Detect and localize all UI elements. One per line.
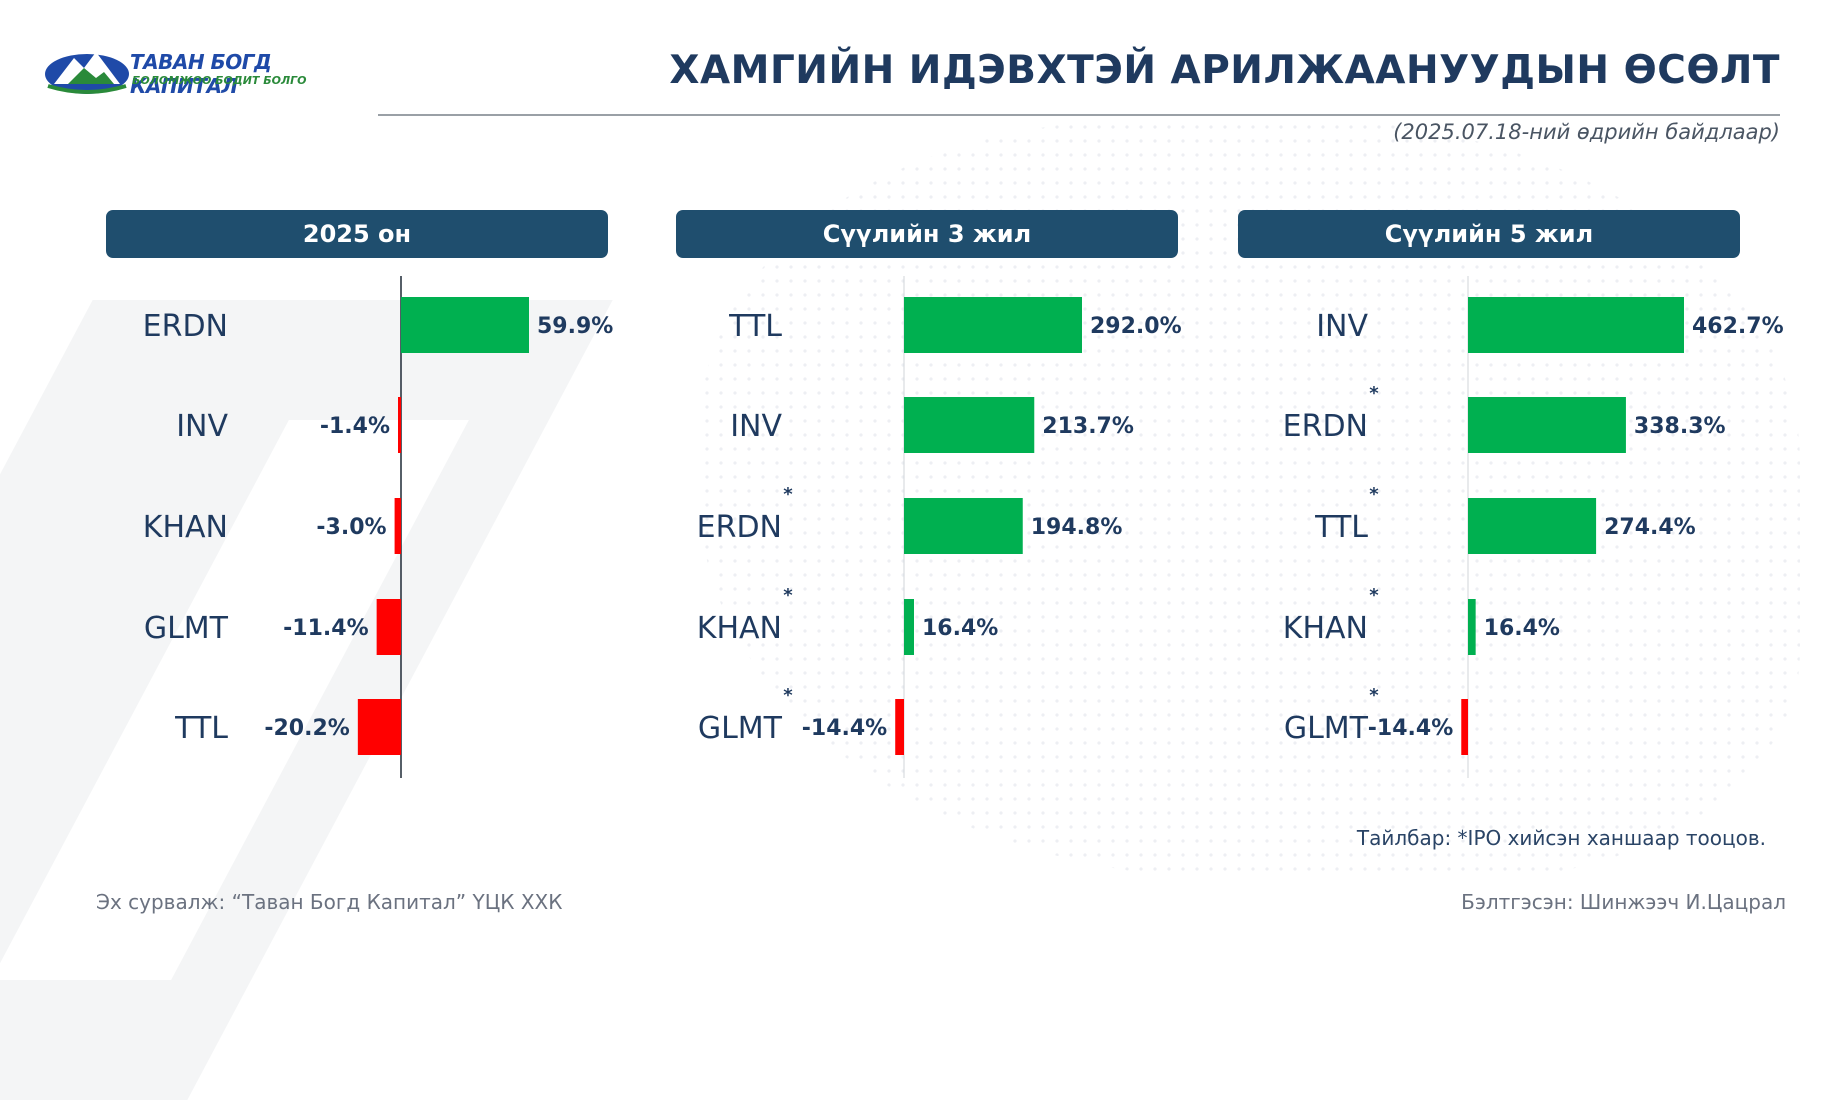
category-label: GLMT bbox=[698, 711, 783, 746]
category-label: ERDN bbox=[697, 510, 782, 545]
prepared-by-note: Бэлтгэсэн: Шинжээч И.Цацрал bbox=[1461, 890, 1786, 914]
page-title: ХАМГИЙН ИДЭВХТЭЙ АРИЛЖААНУУДЫН ӨСӨЛТ bbox=[669, 48, 1780, 93]
value-label: -14.4% bbox=[802, 716, 887, 741]
category-label: INV bbox=[176, 409, 228, 444]
category-label: ERDN bbox=[143, 309, 228, 344]
chart-panel-2: INV 462.7%ERDN*338.3%TTL*274.4%KHAN*16.4%… bbox=[1283, 276, 1784, 778]
value-label: 274.4% bbox=[1604, 515, 1696, 540]
value-label: 462.7% bbox=[1692, 314, 1784, 339]
chart-panel-0: ERDN 59.9% INV -1.4% KHAN -3.0% GLMT -11.4% TTL -… bbox=[143, 276, 613, 778]
value-label: -3.0% bbox=[316, 515, 386, 540]
charts-canvas: ERDN 59.9% INV -1.4% KHAN -3.0% GLMT -11.4% TTL -… bbox=[143, 276, 1784, 778]
bar-glmt bbox=[376, 599, 401, 655]
bar-inv bbox=[398, 397, 401, 453]
bar-erdn bbox=[904, 498, 1023, 554]
value-label: -11.4% bbox=[283, 616, 368, 641]
bar-khan bbox=[394, 498, 401, 554]
logo-name: ТАВАН БОГД КАПИТАЛ bbox=[130, 50, 272, 98]
category-label: TTL bbox=[728, 309, 782, 344]
source-note: Эх сурвалж: “Таван Богд Капитал” ҮЦК ХХК bbox=[96, 890, 563, 914]
bar-khan bbox=[904, 599, 914, 655]
category-label: INV bbox=[730, 409, 782, 444]
category-label: GLMT bbox=[144, 611, 229, 646]
category-label: ERDN bbox=[1283, 409, 1368, 444]
ipo-asterisk: * bbox=[783, 685, 793, 706]
value-label: 292.0% bbox=[1090, 314, 1182, 339]
date-note: (2025.07.18-ний өдрийн байдлаар) bbox=[1393, 120, 1780, 144]
ipo-asterisk: * bbox=[783, 585, 793, 606]
bar-ttl bbox=[1468, 498, 1597, 554]
bar-erdn bbox=[401, 297, 529, 353]
ipo-asterisk: * bbox=[1369, 484, 1379, 505]
category-label: TTL bbox=[174, 711, 228, 746]
value-label: 338.3% bbox=[1634, 414, 1726, 439]
category-label: KHAN bbox=[1283, 611, 1368, 646]
category-label: GLMT bbox=[1284, 711, 1369, 746]
company-logo: ТАВАН БОГД КАПИТАЛ БОЛОМЖОО БОДИТ БОЛГО bbox=[44, 44, 344, 98]
bar-erdn bbox=[1468, 397, 1626, 453]
bar-glmt bbox=[1461, 699, 1468, 755]
bar-glmt bbox=[895, 699, 904, 755]
ipo-asterisk: * bbox=[1369, 585, 1379, 606]
ipo-asterisk: * bbox=[783, 484, 793, 505]
mountain-logo-icon bbox=[45, 52, 129, 94]
bar-ttl bbox=[357, 699, 401, 755]
bar-khan bbox=[1468, 599, 1476, 655]
panel-header-2025: 2025 он bbox=[106, 210, 608, 258]
category-label: INV bbox=[1316, 309, 1368, 344]
title-divider bbox=[378, 114, 1780, 116]
category-label: KHAN bbox=[143, 510, 228, 545]
panel-header-3-years: Сүүлийн 3 жил bbox=[676, 210, 1178, 258]
ipo-asterisk: * bbox=[1369, 383, 1379, 404]
value-label: 16.4% bbox=[1484, 616, 1560, 641]
logo-slogan: БОЛОМЖОО БОДИТ БОЛГО bbox=[132, 74, 307, 87]
value-label: -20.2% bbox=[264, 716, 349, 741]
ipo-asterisk: * bbox=[1369, 685, 1379, 706]
value-label: 16.4% bbox=[922, 616, 998, 641]
bar-inv bbox=[904, 397, 1035, 453]
ipo-footnote: Тайлбар: *IPO хийсэн ханшаар тооцов. bbox=[1356, 826, 1766, 850]
category-label: TTL bbox=[1314, 510, 1368, 545]
bar-ttl bbox=[904, 297, 1082, 353]
value-label: 213.7% bbox=[1042, 414, 1134, 439]
value-label: -1.4% bbox=[320, 414, 390, 439]
value-label: -14.4% bbox=[1368, 716, 1453, 741]
value-label: 194.8% bbox=[1031, 515, 1123, 540]
chart-panel-1: TTL 292.0%INV 213.7%ERDN*194.8%KHAN*16.4%G… bbox=[697, 276, 1182, 778]
category-label: KHAN bbox=[697, 611, 782, 646]
value-label: 59.9% bbox=[537, 314, 613, 339]
panel-header-5-years: Сүүлийн 5 жил bbox=[1238, 210, 1740, 258]
bar-inv bbox=[1468, 297, 1684, 353]
